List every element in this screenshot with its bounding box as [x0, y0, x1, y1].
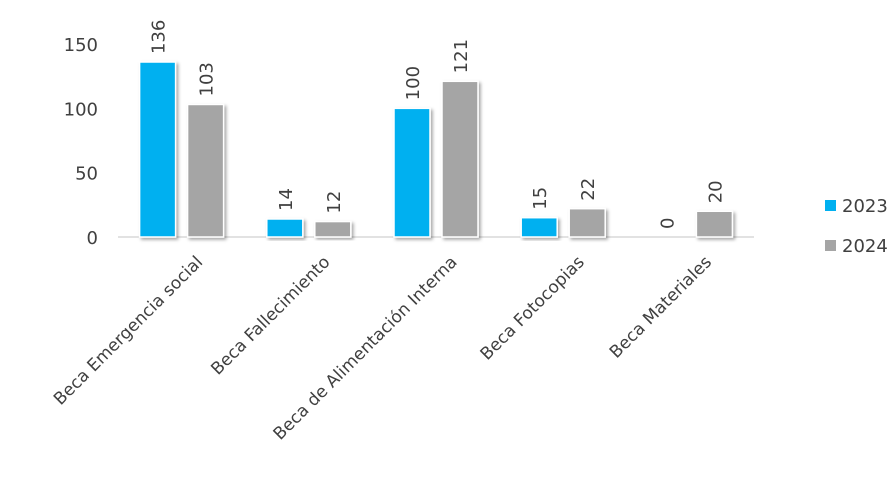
data-label: 12 [324, 191, 345, 214]
bar-2023-2 [393, 107, 431, 238]
legend-swatch-2024 [825, 240, 836, 251]
bar-2024-2 [441, 80, 479, 238]
bar-2023-0 [138, 61, 177, 238]
legend-label-2023: 2023 [842, 196, 888, 217]
data-labels-group: 136 103 14 12 100 121 15 22 0 20 [149, 20, 727, 229]
bar-2024-3 [568, 207, 606, 238]
y-tick-label: 150 [64, 35, 98, 56]
x-category-label: Beca Fotocopias [477, 252, 589, 364]
data-label: 136 [149, 20, 170, 54]
data-label: 121 [451, 39, 472, 73]
data-label: 20 [705, 180, 726, 203]
data-label: 14 [276, 188, 297, 211]
bar-2024-1 [314, 220, 352, 238]
y-tick-label: 100 [64, 99, 98, 120]
legend-label-2024: 2024 [842, 236, 888, 257]
x-category-label: Beca Emergencia social [50, 252, 207, 409]
data-label: 0 [657, 218, 678, 229]
bar-2024-4 [695, 210, 734, 238]
bar-2023-3 [520, 216, 558, 238]
data-label: 22 [578, 178, 599, 201]
data-label: 15 [530, 187, 551, 210]
bar-2023-1 [266, 218, 304, 238]
y-tick-label: 0 [87, 228, 98, 249]
category-labels-group: Beca Emergencia social Beca Fallecimiento… [50, 252, 716, 444]
bars-group [138, 61, 734, 238]
y-tick-label: 50 [75, 164, 98, 185]
data-label: 100 [403, 66, 424, 100]
legend-swatch-2023 [825, 200, 836, 211]
bar-2024-0 [186, 103, 225, 238]
data-label: 103 [197, 62, 218, 96]
x-category-label: Beca Fallecimiento [207, 252, 334, 379]
y-axis: 0 50 100 150 [64, 35, 98, 249]
legend: 2023 2024 [825, 196, 888, 257]
x-category-label: Beca Materiales [606, 252, 716, 362]
